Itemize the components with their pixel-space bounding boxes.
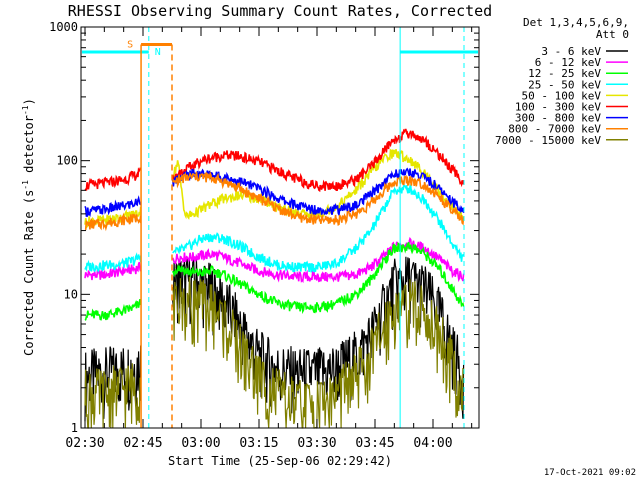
y-axis-label: Corrected Count Rate (s-1 detector-1) — [21, 98, 36, 356]
series-group — [84, 128, 465, 429]
night-label: N — [155, 47, 161, 58]
x-tick-label: 04:00 — [413, 436, 452, 451]
legend-label-3-6kev: 3 - 6 keV — [541, 45, 601, 58]
legend-label-7000-15000kev: 7000 - 15000 keV — [495, 134, 601, 147]
series-line-25-50kev — [84, 184, 465, 273]
y-tick-label: 100 — [56, 154, 78, 168]
series-line-800-7000kev — [84, 171, 465, 232]
legend-label-12-25kev: 12 - 25 keV — [528, 67, 601, 80]
x-tick-label: 03:45 — [355, 436, 394, 451]
x-axis: 02:30 02:45 03:00 03:15 03:30 03:45 04:00 — [65, 27, 473, 451]
saa-label: S — [127, 39, 133, 50]
chart-title: RHESSI Observing Summary Count Rates, Co… — [68, 2, 492, 20]
legend-label-25-50kev: 25 - 50 keV — [528, 78, 601, 91]
legend-title-line-2: Att 0 — [596, 28, 629, 41]
y-tick-label: 1 — [71, 421, 78, 435]
legend-label-100-300kev: 100 - 300 keV — [515, 101, 601, 114]
y-tick-label: 1000 — [49, 20, 78, 34]
legend-label-800-7000kev: 800 - 7000 keV — [508, 123, 601, 136]
series-line-100-300kev — [84, 128, 465, 193]
x-axis-label: Start Time (25-Sep-06 02:29:42) — [168, 454, 392, 468]
legend-label-6-12kev: 6 - 12 keV — [535, 56, 602, 69]
legend-label-50-100kev: 50 - 100 keV — [522, 89, 602, 102]
x-tick-label: 02:45 — [123, 436, 162, 451]
x-tick-label: 03:30 — [297, 436, 336, 451]
footer-timestamp: 17-Oct-2021 09:02 — [544, 468, 636, 478]
y-tick-label: 10 — [64, 287, 78, 301]
x-tick-label: 03:00 — [181, 436, 220, 451]
plot-frame — [80, 26, 480, 429]
legend-label-300-800kev: 300 - 800 keV — [515, 112, 601, 125]
legend-title-line-1: Det 1,3,4,5,6,9, — [523, 16, 629, 29]
x-tick-label: 03:15 — [239, 436, 278, 451]
series-line-12-25kev — [84, 241, 465, 321]
annotation-group: NS — [82, 27, 478, 428]
x-tick-label: 02:30 — [65, 436, 104, 451]
